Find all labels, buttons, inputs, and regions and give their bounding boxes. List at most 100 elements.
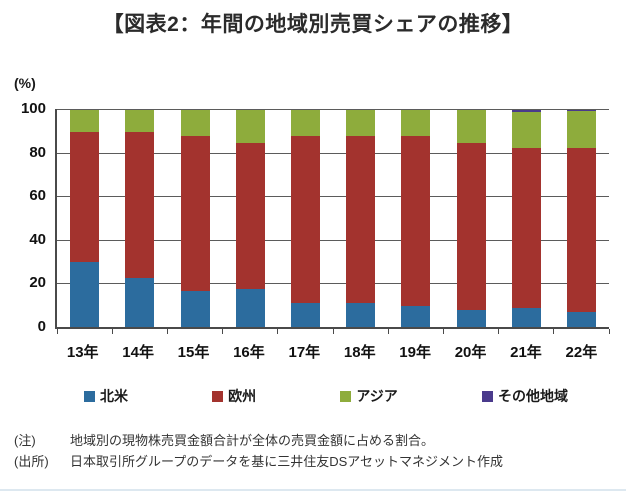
bar-segment-欧州	[70, 131, 100, 262]
y-axis-tick-labels: 0 20 40 60 80 100	[0, 100, 48, 335]
note-label: (出所)	[14, 454, 49, 470]
legend-label: 欧州	[228, 388, 257, 404]
stacked-bars	[57, 109, 609, 327]
bar-segment-北米	[180, 291, 210, 327]
bar-segment-欧州	[235, 142, 265, 289]
x-axis-tick	[56, 329, 58, 334]
bar-segment-その他地域	[511, 109, 541, 113]
bar-20年	[456, 109, 486, 327]
legend-swatch-icon	[340, 390, 352, 402]
bar-segment-北米	[346, 303, 376, 327]
gridline-60	[57, 196, 609, 198]
bar-segment-北米	[125, 277, 155, 327]
note-row-1: (出所) 日本取引所グループのデータを基に三井住友DSアセットマネジメント作成	[14, 451, 614, 472]
x-tick-label-13年: 13年	[66, 344, 99, 361]
y-tick-label-40: 40	[29, 230, 46, 248]
bar-13年	[70, 109, 100, 327]
bar-segment-北米	[235, 288, 265, 327]
x-axis-tick	[387, 329, 389, 334]
chart-legend: 北米 欧州 アジア その他地域	[84, 386, 568, 406]
bar-slot-19年	[388, 109, 443, 327]
x-tick-label-14年: 14年	[122, 344, 154, 361]
x-tick-label-15年: 15年	[177, 344, 210, 361]
legend-item-欧州: 欧州	[212, 386, 256, 406]
bar-segment-アジア	[70, 110, 100, 132]
bar-segment-アジア	[456, 110, 486, 143]
bar-segment-北米	[456, 309, 486, 327]
x-tick-label-21年: 21年	[510, 344, 542, 361]
bar-slot-22年	[554, 109, 609, 327]
bar-segment-欧州	[456, 142, 486, 310]
bar-segment-欧州	[346, 136, 376, 304]
x-axis-tick	[332, 329, 334, 334]
x-tick-label-18年: 18年	[343, 344, 376, 361]
x-axis-tick-labels: 13年 14年 15年 16年 17年 18年 19年 20年 21年 22年	[55, 341, 609, 362]
x-axis-tick	[111, 329, 113, 334]
x-tick-label-22年: 22年	[565, 344, 598, 361]
bar-slot-21年	[499, 109, 554, 327]
bar-segment-北米	[70, 261, 100, 327]
bar-22年	[566, 109, 596, 327]
bar-segment-北米	[401, 306, 431, 327]
y-tick-label-0: 0	[37, 318, 46, 335]
x-axis-tick	[553, 329, 555, 334]
bar-segment-アジア	[180, 110, 210, 137]
bar-19年	[401, 109, 431, 327]
x-axis-tick	[498, 329, 500, 334]
legend-swatch-icon	[212, 390, 224, 402]
plot-area	[55, 109, 610, 334]
bar-slot-18年	[333, 109, 388, 327]
bar-slot-20年	[443, 109, 498, 327]
x-tick-label-20年: 20年	[454, 344, 487, 361]
bar-segment-欧州	[180, 136, 210, 292]
bar-segment-欧州	[290, 136, 320, 304]
bar-15年	[180, 109, 210, 327]
x-axis-tick	[277, 329, 279, 334]
legend-label: その他地域	[497, 388, 568, 404]
bar-slot-13年	[57, 109, 112, 327]
note-text: 日本取引所グループのデータを基に三井住友DSアセットマネジメント作成	[70, 454, 504, 470]
bar-segment-アジア	[511, 112, 541, 149]
bar-segment-欧州	[511, 148, 541, 309]
note-row-0: (注) 地域別の現物株売買金額合計が全体の売買金額に占める割合。	[14, 430, 614, 451]
chart-title: 【図表2：年間の地域別売買シェアの推移】	[102, 13, 524, 36]
legend-item-アジア: アジア	[340, 386, 398, 406]
x-axis-tick	[442, 329, 444, 334]
bar-17年	[290, 109, 320, 327]
bar-segment-アジア	[566, 111, 596, 149]
x-axis-tick	[608, 329, 610, 334]
bar-slot-14年	[112, 109, 167, 327]
bar-segment-北米	[566, 311, 596, 327]
bar-segment-アジア	[125, 110, 155, 132]
legend-label: 北米	[100, 388, 128, 404]
x-tick-label-17年: 17年	[288, 344, 321, 361]
bar-segment-欧州	[401, 136, 431, 307]
x-axis-tick	[166, 329, 168, 334]
note-text: 地域別の現物株売買金額合計が全体の売買金額に占める割合。	[70, 433, 435, 448]
bar-segment-欧州	[566, 148, 596, 312]
bar-segment-北米	[511, 308, 541, 327]
bar-21年	[511, 109, 541, 327]
bar-segment-アジア	[235, 110, 265, 143]
bar-slot-17年	[278, 109, 333, 327]
legend-item-その他地域: その他地域	[481, 386, 568, 406]
legend-swatch-icon	[481, 390, 493, 402]
bar-segment-アジア	[401, 110, 431, 137]
footnotes: (注) 地域別の現物株売買金額合計が全体の売買金額に占める割合。 (出所) 日本取引所…	[14, 430, 614, 473]
y-tick-label-60: 60	[29, 187, 46, 205]
y-axis-unit-label: (%)	[14, 75, 36, 91]
legend-item-北米: 北米	[84, 386, 128, 406]
bar-segment-欧州	[125, 131, 155, 278]
bar-18年	[346, 109, 376, 327]
gridline-80	[57, 152, 609, 154]
gridline-40	[57, 239, 609, 241]
legend-label: アジア	[356, 388, 398, 404]
bar-segment-その他地域	[566, 109, 596, 112]
legend-swatch-icon	[84, 390, 95, 402]
y-tick-label-20: 20	[29, 274, 46, 292]
bar-16年	[235, 109, 265, 327]
bar-segment-アジア	[290, 110, 320, 137]
x-tick-label-19年: 19年	[399, 344, 431, 361]
x-axis-tick	[222, 329, 224, 334]
gridline-20	[57, 283, 609, 285]
